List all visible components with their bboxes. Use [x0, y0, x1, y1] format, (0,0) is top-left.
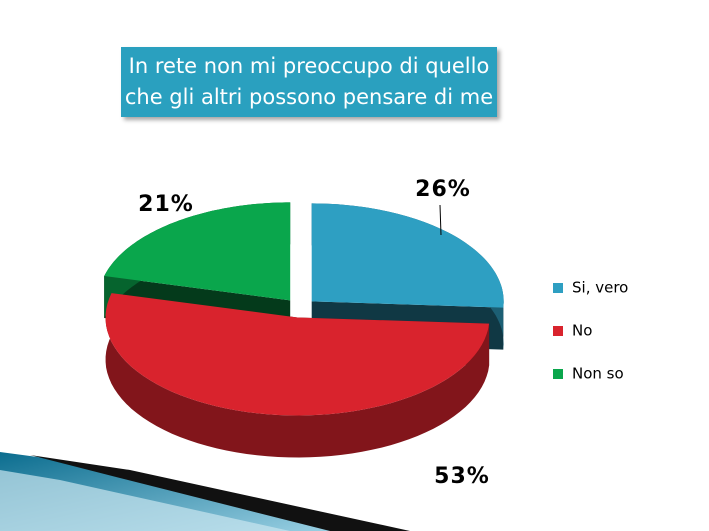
legend-label: No: [572, 322, 592, 340]
data-label: 21%: [138, 192, 194, 217]
legend-label: Si, vero: [572, 279, 628, 297]
data-label: 53%: [434, 464, 490, 489]
legend-label: Non so: [572, 365, 624, 383]
legend-swatch: [553, 326, 563, 336]
slice: [311, 203, 504, 308]
leader-line: [439, 204, 442, 236]
slice-side: [105, 293, 490, 458]
slice: [104, 202, 291, 301]
decoration: [0, 470, 290, 531]
slice: [105, 293, 490, 416]
data-label: 26%: [415, 177, 471, 202]
legend-swatch: [553, 283, 563, 293]
decoration: [30, 455, 410, 531]
legend-swatch: [553, 369, 563, 379]
chart-title: In rete non mi preoccupo di quello che g…: [121, 47, 497, 117]
